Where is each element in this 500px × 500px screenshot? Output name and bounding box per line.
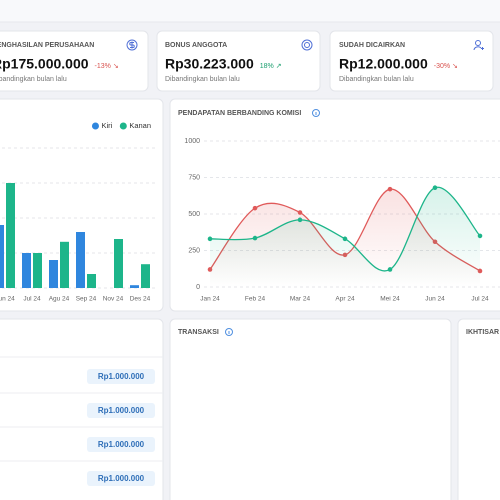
card-value: Rp12.000.000 (339, 56, 428, 72)
bar (114, 239, 123, 288)
info-icon (225, 109, 320, 336)
area (210, 187, 480, 287)
y-tick-label: 500 (188, 211, 200, 218)
y-tick-label: 1000 (184, 138, 200, 145)
x-tick-label: Jul 24 (23, 296, 41, 303)
point (432, 185, 438, 191)
card-note: Dibandingkan bulan lalu (0, 76, 67, 83)
bar (0, 225, 4, 288)
legend-swatch (119, 122, 127, 130)
point (252, 205, 258, 211)
card-change: -13% ↘ (95, 63, 119, 70)
bar (60, 241, 69, 288)
panel (457, 318, 500, 500)
panel-title: PENDAPATAN BERBANDING KOMISI (178, 110, 301, 117)
card-note: Dibandingkan bulan lalu (165, 76, 240, 83)
point (342, 236, 348, 242)
legend-swatch (91, 122, 99, 130)
point (207, 236, 213, 242)
y-tick-label: 750 (188, 174, 200, 181)
amount: Rp1.000.000 (98, 474, 145, 483)
point (477, 233, 483, 239)
point (252, 235, 258, 241)
x-tick-label: Agu 24 (49, 296, 70, 303)
bar (87, 274, 96, 288)
x-tick-label: Feb 24 (245, 296, 266, 303)
point (297, 210, 303, 215)
x-tick-label: Mei 24 (380, 296, 400, 303)
amount-pill (87, 403, 155, 418)
legend-label: Kanan (129, 121, 151, 130)
stat-card (156, 30, 321, 92)
icon (126, 39, 484, 51)
card-value: Rp175.000.000 (0, 56, 89, 72)
stat-card (0, 30, 149, 92)
bar (141, 264, 150, 288)
amount: Rp1.000.000 (98, 372, 145, 381)
bar (6, 183, 15, 288)
bar (130, 285, 139, 288)
point (387, 186, 393, 192)
panel-title: TRANSAKSI (178, 329, 219, 336)
x-tick-label: Jan 24 (200, 296, 220, 303)
card-title: SUDAH DICAIRKAN (339, 42, 405, 49)
x-tick-label: Mar 24 (290, 296, 311, 303)
y-tick-label: 0 (196, 284, 200, 291)
legend-label: Kiri (101, 121, 112, 130)
panel (0, 318, 164, 500)
panel (169, 318, 452, 500)
card-title: BONUS ANGGOTA (165, 42, 227, 49)
x-tick-label: Apr 24 (335, 296, 355, 303)
panel-title: IKHTISAR (466, 329, 499, 336)
amount-pill (87, 471, 155, 486)
divider (0, 356, 163, 462)
bar (76, 232, 85, 288)
x-tick-label: Jun 24 (0, 296, 15, 303)
y-tick-label: 250 (188, 247, 200, 254)
amount-pill (87, 437, 155, 452)
x-tick-label: Nov 24 (103, 296, 124, 303)
card-change: 18% ↗ (260, 63, 282, 70)
card-title: PENGHASILAN PERUSAHAAN (0, 42, 94, 49)
bar (33, 253, 42, 288)
x-tick-label: Jul 24 (471, 296, 489, 303)
amount: Rp1.000.000 (98, 406, 145, 415)
stat-card (329, 30, 494, 92)
x-tick-label: Des 24 (130, 296, 151, 303)
amount-pill (87, 369, 155, 384)
card-change: -30% ↘ (434, 63, 458, 70)
bar (22, 253, 31, 288)
point (297, 217, 303, 223)
bar (49, 260, 58, 288)
point (387, 267, 393, 272)
top-bar (0, 0, 500, 22)
x-tick-label: Sep 24 (76, 296, 97, 303)
card-note: Dibandingkan bulan lalu (339, 76, 414, 83)
amount: Rp1.000.000 (98, 440, 145, 449)
card-value: Rp30.223.000 (165, 56, 254, 72)
x-tick-label: Jun 24 (425, 296, 445, 303)
